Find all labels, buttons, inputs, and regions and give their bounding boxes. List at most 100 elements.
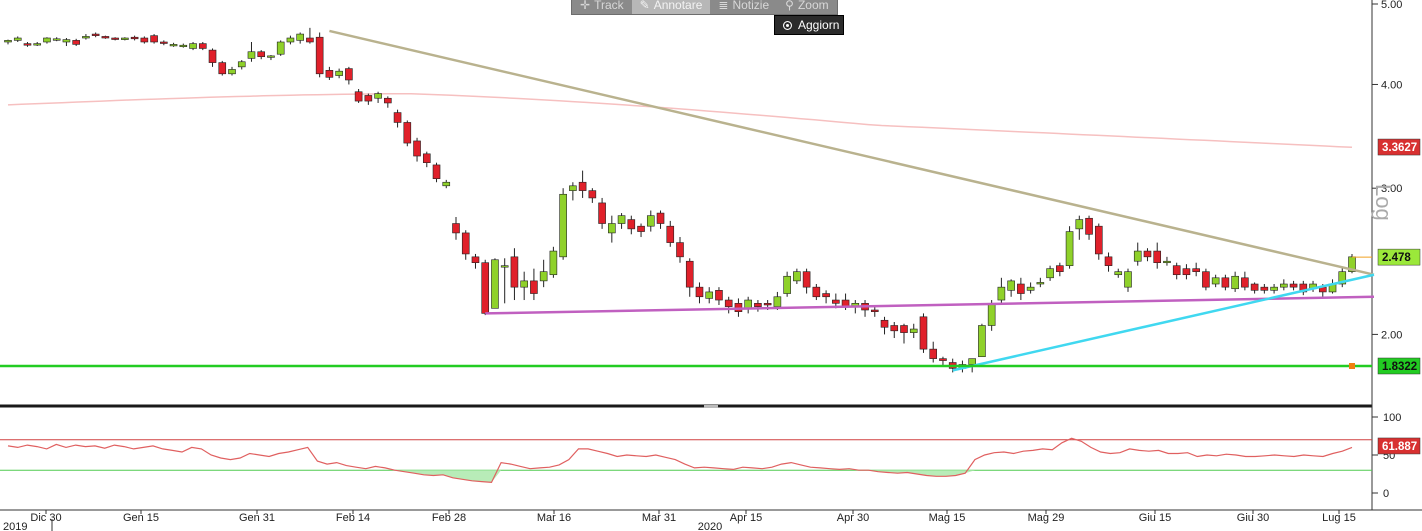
time-tick-label: Giu 30 xyxy=(1237,512,1269,524)
refresh-button[interactable]: Aggiorn xyxy=(774,15,844,35)
candle-up xyxy=(1211,277,1220,285)
candle-down xyxy=(724,299,733,307)
pane-drag-handle[interactable] xyxy=(704,405,718,408)
candle-up xyxy=(1231,275,1239,290)
candle-up xyxy=(773,296,782,307)
candle-down xyxy=(150,35,158,43)
candle-up xyxy=(62,39,71,43)
candle-up xyxy=(569,185,577,191)
candle-up xyxy=(267,55,275,58)
time-tick-label: Dic 30 xyxy=(30,512,61,524)
candle-up xyxy=(189,43,197,49)
candle-up xyxy=(909,328,918,333)
candle-down xyxy=(890,325,899,332)
candle-down xyxy=(160,41,168,44)
candle-up xyxy=(1036,282,1045,285)
candle-up xyxy=(13,37,22,41)
candle-down xyxy=(1017,283,1025,294)
candle-up xyxy=(1114,271,1123,276)
candle-down xyxy=(832,299,840,304)
candle-up xyxy=(335,70,343,76)
floor-level-badge-box xyxy=(1377,357,1421,375)
annotate-button[interactable]: ✎ Annotare xyxy=(631,0,711,14)
candle-down xyxy=(754,303,762,307)
candle-down xyxy=(140,37,149,43)
rsi-value-badge-box xyxy=(1377,437,1421,455)
candle-down xyxy=(530,280,538,294)
candle-up xyxy=(646,215,655,227)
candle-up xyxy=(500,265,509,268)
candle-down xyxy=(900,325,908,333)
rsi-tick-label: 100 xyxy=(1383,412,1401,424)
candle-down xyxy=(306,37,314,43)
candle-up xyxy=(442,181,451,187)
candle-down xyxy=(1250,283,1259,291)
candle-down xyxy=(685,260,694,288)
candle-up xyxy=(1075,219,1084,230)
uptrend-line xyxy=(952,273,1375,372)
candle-down xyxy=(715,290,723,301)
candle-down xyxy=(481,262,490,314)
candle-down xyxy=(802,271,811,288)
candle-down xyxy=(510,256,519,288)
candle-down xyxy=(1289,283,1298,288)
candle-up xyxy=(705,291,714,299)
candlestick-series xyxy=(4,27,1356,373)
candle-down xyxy=(1260,286,1269,291)
price-tick-label: 2.00 xyxy=(1381,329,1402,341)
candle-down xyxy=(695,286,704,298)
candle-down xyxy=(1241,277,1249,288)
ma-value-badge-box xyxy=(1377,138,1421,156)
news-icon: ≣ xyxy=(718,0,729,12)
candle-down xyxy=(471,256,480,263)
candle-down xyxy=(1085,217,1093,235)
candle-down xyxy=(422,153,431,163)
candle-down xyxy=(130,36,139,40)
news-button[interactable]: ≣ Notizie xyxy=(710,0,777,14)
candle-up xyxy=(1026,286,1035,291)
candle-down xyxy=(880,319,889,328)
candle-down xyxy=(257,51,266,58)
time-tick-label: Mar 31 xyxy=(642,512,676,524)
floor-level-marker xyxy=(1349,363,1355,369)
log-scale-label[interactable]: Log xyxy=(1371,184,1396,221)
candle-up xyxy=(1007,280,1015,291)
candle-up xyxy=(793,271,801,282)
candle-up xyxy=(491,259,499,309)
candle-up xyxy=(1270,286,1278,291)
time-tick-label: Feb 28 xyxy=(432,512,466,524)
candle-up xyxy=(296,33,304,41)
time-tick-label: Mag 15 xyxy=(929,512,966,524)
candle-up xyxy=(1065,231,1074,266)
rsi-oversold-fill xyxy=(8,470,1352,483)
track-button[interactable]: ✛ Track xyxy=(572,0,632,14)
candle-up xyxy=(520,280,528,288)
candle-down xyxy=(198,43,207,49)
crosshair-icon: ✛ xyxy=(580,0,591,12)
candle-up xyxy=(374,93,382,99)
candle-up xyxy=(987,303,996,326)
zoom-button[interactable]: ⚲ Zoom xyxy=(777,0,836,14)
candle-down xyxy=(1202,271,1210,288)
downtrend-line xyxy=(329,29,1375,276)
track-label: Track xyxy=(594,0,624,12)
candle-down xyxy=(1153,250,1162,263)
candle-up xyxy=(43,37,51,43)
candle-down xyxy=(413,140,421,157)
candle-up xyxy=(4,40,12,43)
candle-down xyxy=(588,190,597,199)
trendlines[interactable] xyxy=(0,29,1375,372)
candle-down xyxy=(101,36,110,39)
candle-up xyxy=(169,44,178,47)
moving-average-line xyxy=(7,92,1353,149)
ma-value-badge: 3.3627 xyxy=(1382,142,1417,154)
radio-dot-icon xyxy=(783,20,792,30)
candle-down xyxy=(315,36,324,75)
time-tick-label: Apr 15 xyxy=(730,512,762,524)
candle-up xyxy=(978,325,986,358)
candle-down xyxy=(325,70,334,78)
zoom-label: Zoom xyxy=(797,0,829,12)
time-tick-label: Giu 15 xyxy=(1139,512,1171,524)
pencil-icon: ✎ xyxy=(639,0,650,12)
